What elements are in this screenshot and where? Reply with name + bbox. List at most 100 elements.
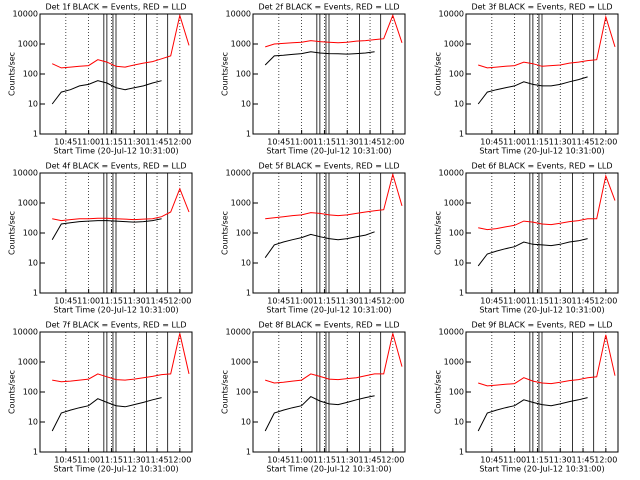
series-line bbox=[51, 80, 162, 105]
x-tick-label: 11:15 bbox=[313, 297, 336, 306]
chart-title: Det 8f BLACK = Events, RED = LLD bbox=[258, 321, 399, 330]
x-axis-label: Start Time (20-Jul-12 10:31:00) bbox=[479, 465, 604, 474]
x-axis-label: Start Time (20-Jul-12 10:31:00) bbox=[266, 465, 391, 474]
series-line bbox=[478, 14, 616, 69]
x-tick-label: 11:45 bbox=[359, 138, 382, 147]
x-tick-label: 11:45 bbox=[146, 297, 169, 306]
y-tick-label: 1 bbox=[33, 289, 38, 298]
y-tick-label: 100 bbox=[23, 70, 38, 79]
x-tick-label: 11:30 bbox=[549, 297, 572, 306]
x-tick-label: 10:45 bbox=[54, 297, 77, 306]
series-line bbox=[477, 238, 588, 267]
x-tick-label: 11:45 bbox=[359, 456, 382, 465]
y-axis-label: Counts/sec bbox=[221, 370, 230, 414]
x-tick-label: 11:30 bbox=[336, 138, 359, 147]
y-tick-label: 1 bbox=[246, 130, 251, 139]
series-line bbox=[264, 395, 375, 432]
y-tick-label: 10 bbox=[28, 100, 38, 109]
x-tick-label: 11:00 bbox=[290, 297, 313, 306]
series-line bbox=[478, 334, 616, 387]
plot-frame bbox=[465, 13, 619, 135]
x-tick-label: 11:30 bbox=[123, 297, 146, 306]
x-tick-label: 10:45 bbox=[54, 138, 77, 147]
y-tick-label: 1000 bbox=[18, 199, 38, 208]
y-tick-label: 1000 bbox=[231, 199, 251, 208]
y-axis-label: Counts/sec bbox=[221, 211, 230, 255]
plot-frame bbox=[252, 172, 406, 294]
y-axis-label: Counts/sec bbox=[8, 211, 17, 255]
y-tick-label: 10000 bbox=[439, 328, 464, 337]
plot-frame bbox=[39, 13, 193, 135]
x-tick-label: 11:00 bbox=[290, 138, 313, 147]
x-tick-label: 11:30 bbox=[123, 456, 146, 465]
plot-frame bbox=[465, 172, 619, 294]
x-tick-label: 11:30 bbox=[336, 297, 359, 306]
series-line bbox=[265, 13, 403, 48]
y-tick-label: 100 bbox=[449, 388, 464, 397]
y-tick-label: 100 bbox=[236, 229, 251, 238]
x-tick-label: 11:15 bbox=[313, 456, 336, 465]
y-tick-label: 10 bbox=[241, 418, 251, 427]
x-tick-label: 11:00 bbox=[503, 297, 526, 306]
y-tick-label: 10000 bbox=[13, 328, 38, 337]
series-line bbox=[51, 13, 190, 69]
y-tick-label: 1000 bbox=[18, 358, 38, 367]
x-tick-label: 11:00 bbox=[77, 138, 100, 147]
y-tick-label: 100 bbox=[23, 388, 38, 397]
x-tick-label: 11:30 bbox=[549, 456, 572, 465]
y-tick-label: 100 bbox=[23, 229, 38, 238]
y-tick-label: 10 bbox=[454, 100, 464, 109]
y-tick-label: 10000 bbox=[439, 169, 464, 178]
x-tick-label: 11:30 bbox=[336, 456, 359, 465]
y-tick-label: 10000 bbox=[226, 10, 251, 19]
x-tick-label: 11:45 bbox=[572, 138, 595, 147]
x-axis-label: Start Time (20-Jul-12 10:31:00) bbox=[266, 306, 391, 315]
x-tick-label: 10:45 bbox=[480, 138, 503, 147]
y-tick-label: 10000 bbox=[226, 328, 251, 337]
y-tick-label: 1 bbox=[33, 448, 38, 457]
y-tick-label: 1 bbox=[459, 448, 464, 457]
chart-title: Det 6f BLACK = Events, RED = LLD bbox=[471, 162, 612, 171]
series-line bbox=[265, 333, 403, 384]
x-tick-label: 11:15 bbox=[526, 456, 549, 465]
x-tick-label: 12:00 bbox=[168, 456, 191, 465]
y-axis-label: Counts/sec bbox=[8, 52, 17, 96]
x-tick-label: 11:15 bbox=[313, 138, 336, 147]
x-tick-label: 11:00 bbox=[290, 456, 313, 465]
x-tick-label: 11:00 bbox=[503, 456, 526, 465]
y-tick-label: 10 bbox=[28, 418, 38, 427]
series-line bbox=[51, 218, 162, 240]
x-tick-label: 10:45 bbox=[480, 456, 503, 465]
chart-title: Det 3f BLACK = Events, RED = LLD bbox=[471, 3, 612, 12]
y-tick-label: 10000 bbox=[13, 10, 38, 19]
series-line bbox=[477, 397, 588, 432]
x-tick-label: 10:45 bbox=[267, 138, 290, 147]
x-tick-label: 11:00 bbox=[503, 138, 526, 147]
y-tick-label: 1 bbox=[33, 130, 38, 139]
chart-title: Det 1f BLACK = Events, RED = LLD bbox=[45, 3, 186, 12]
series-line bbox=[264, 51, 375, 66]
x-axis-label: Start Time (20-Jul-12 10:31:00) bbox=[53, 147, 178, 156]
chart-title: Det 9f BLACK = Events, RED = LLD bbox=[471, 321, 612, 330]
series-line bbox=[477, 76, 588, 105]
series-line bbox=[51, 397, 162, 432]
y-tick-label: 10000 bbox=[13, 169, 38, 178]
x-tick-label: 11:15 bbox=[100, 138, 123, 147]
x-tick-label: 11:30 bbox=[549, 138, 572, 147]
x-tick-label: 11:15 bbox=[100, 456, 123, 465]
x-tick-label: 12:00 bbox=[168, 297, 191, 306]
plot-frame bbox=[39, 172, 193, 294]
x-tick-label: 12:00 bbox=[168, 138, 191, 147]
y-axis-label: Counts/sec bbox=[434, 211, 443, 255]
y-tick-label: 1000 bbox=[444, 40, 464, 49]
x-tick-label: 12:00 bbox=[381, 138, 404, 147]
y-tick-label: 100 bbox=[236, 388, 251, 397]
plot-frame bbox=[465, 331, 619, 453]
x-tick-label: 11:00 bbox=[77, 456, 100, 465]
x-axis-label: Start Time (20-Jul-12 10:31:00) bbox=[479, 147, 604, 156]
y-tick-label: 10 bbox=[454, 259, 464, 268]
y-axis-label: Counts/sec bbox=[8, 370, 17, 414]
x-tick-label: 11:15 bbox=[526, 138, 549, 147]
series-line bbox=[265, 172, 403, 220]
y-tick-label: 10 bbox=[241, 259, 251, 268]
